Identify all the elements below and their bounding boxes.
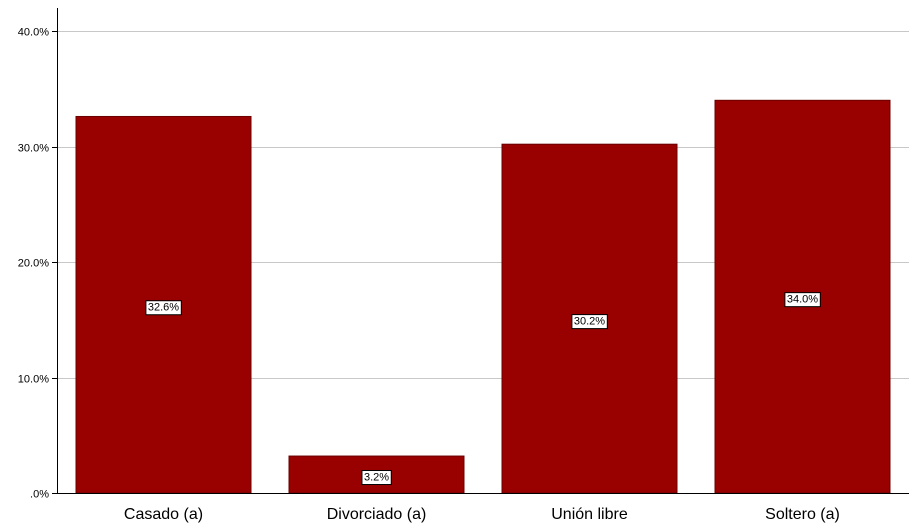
bars (75, 99, 891, 494)
y-tick-label: 10.0% (18, 374, 49, 386)
x-category-label: Unión libre (551, 506, 628, 523)
data-label-box (571, 314, 608, 330)
data-label-box (784, 292, 821, 308)
data-label: 34.0% (784, 292, 821, 308)
data-label: 3.2% (361, 470, 392, 486)
x-category-label: Soltero (a) (765, 506, 840, 523)
data-label-box (145, 300, 182, 316)
x-category-label: Divorciado (a) (327, 506, 427, 523)
axes: .0% 10.0% 20.0% 30.0% 40.0% Casado (a) Divorci… (18, 8, 909, 523)
data-label-text: 32.6% (148, 302, 179, 314)
data-label: 30.2% (571, 314, 608, 330)
data-label-text: 3.2% (364, 472, 389, 484)
y-tick-label: .0% (30, 489, 49, 501)
y-tick-label: 30.0% (18, 143, 49, 155)
data-label-text: 30.2% (574, 316, 605, 328)
y-tick-label: 20.0% (18, 258, 49, 270)
data-label-box (361, 470, 392, 486)
data-label-text: 34.0% (787, 294, 818, 306)
data-label: 32.6% (145, 300, 182, 316)
y-tick-label: 40.0% (18, 27, 49, 39)
data-labels: 32.6% 3.2% 30.2% 34.0% (145, 292, 821, 486)
x-category-label: Casado (a) (124, 506, 203, 523)
